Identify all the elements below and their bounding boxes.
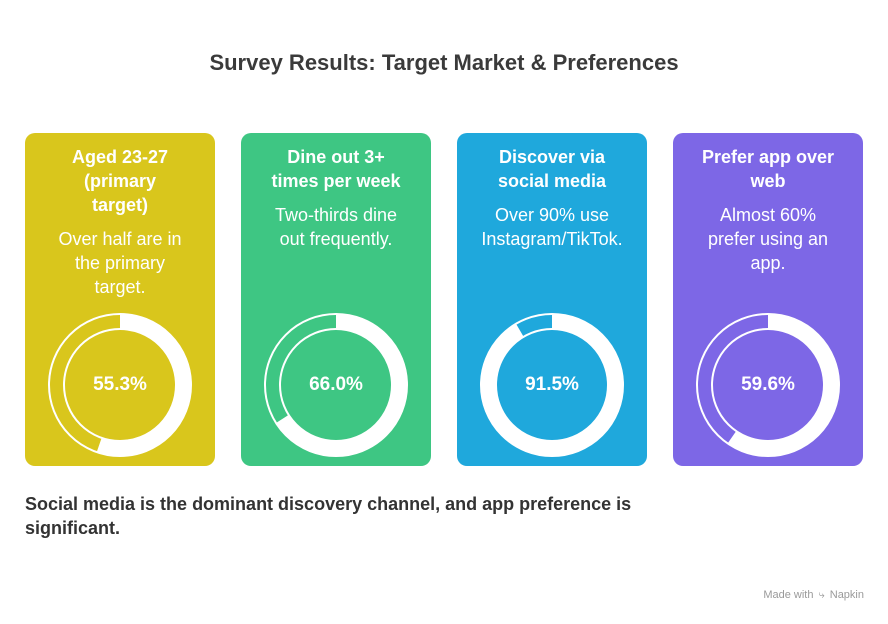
card-description: Two-thirds dine out frequently. <box>249 203 423 251</box>
stat-card: Discover via social media Over 90% use Inst… <box>457 133 647 466</box>
card-heading: Dine out 3+ times per week <box>249 145 423 193</box>
donut-chart: 55.3% <box>46 311 194 459</box>
card-heading: Prefer app over web <box>681 145 855 193</box>
card-heading: Aged 23-27 (primary target) <box>33 145 207 217</box>
card-heading-line: Aged 23-27 <box>71 147 169 167</box>
donut-svg <box>48 313 192 457</box>
donut-value-arc <box>265 314 407 456</box>
percentage-label: 91.5% <box>525 374 579 395</box>
card-description-line: Instagram/TikTok. <box>481 229 623 249</box>
card-heading-line: web <box>750 171 786 191</box>
donut-svg <box>264 313 408 457</box>
card-description-line: app. <box>750 253 786 273</box>
donut-chart: 59.6% <box>694 311 842 459</box>
stat-card: Aged 23-27 (primary target) Over half are i… <box>25 133 215 466</box>
card-description-line: Over half are in <box>58 229 182 249</box>
card-description-line: Two-thirds dine <box>274 205 398 225</box>
donut-value-arc <box>481 314 623 456</box>
card-heading-line: Discover via <box>498 147 606 167</box>
credit-prefix: Made with <box>763 589 814 601</box>
chart-title: Survey Results: Target Market & Preferen… <box>209 50 679 75</box>
stat-card: Dine out 3+ times per week Two-thirds dine… <box>241 133 431 466</box>
percentage-label: 59.6% <box>741 374 795 395</box>
stat-card: Prefer app over web Almost 60% prefer using… <box>673 133 863 466</box>
card-heading-line: Prefer app over <box>701 147 835 167</box>
card-description: Over half are in the primary target. <box>33 227 207 299</box>
card-description-line: Almost 60% <box>719 205 817 225</box>
donut-value-arc <box>697 314 839 456</box>
donut-chart: 66.0% <box>262 311 410 459</box>
credit-brand: Napkin <box>829 589 864 601</box>
card-description-line: target. <box>94 277 146 297</box>
donut-chart: 91.5% <box>478 311 626 459</box>
summary-text: Social media is the dominant discovery c… <box>25 494 632 538</box>
donut-svg <box>480 313 624 457</box>
made-with-credit: Made with ⤷ Napkin <box>763 589 864 602</box>
percentage-label: 55.3% <box>93 374 147 395</box>
card-heading-line: social media <box>497 171 607 191</box>
card-description-line: prefer using an <box>707 229 829 249</box>
card-heading-line: (primary <box>83 171 157 191</box>
card-heading-line: Dine out 3+ <box>287 147 385 167</box>
napkin-logo-icon: ⤷ <box>818 589 825 601</box>
card-description-line: out frequently. <box>279 229 393 249</box>
card-description: Over 90% use Instagram/TikTok. <box>465 203 639 251</box>
card-heading-line: target) <box>91 195 148 215</box>
percentage-label: 66.0% <box>309 374 363 395</box>
card-heading: Discover via social media <box>465 145 639 193</box>
donut-svg <box>696 313 840 457</box>
card-heading-line: times per week <box>271 171 401 191</box>
card-description-line: the primary <box>74 253 166 273</box>
card-description: Almost 60% prefer using an app. <box>681 203 855 275</box>
card-description-line: Over 90% use <box>494 205 610 225</box>
donut-value-arc <box>49 314 191 456</box>
